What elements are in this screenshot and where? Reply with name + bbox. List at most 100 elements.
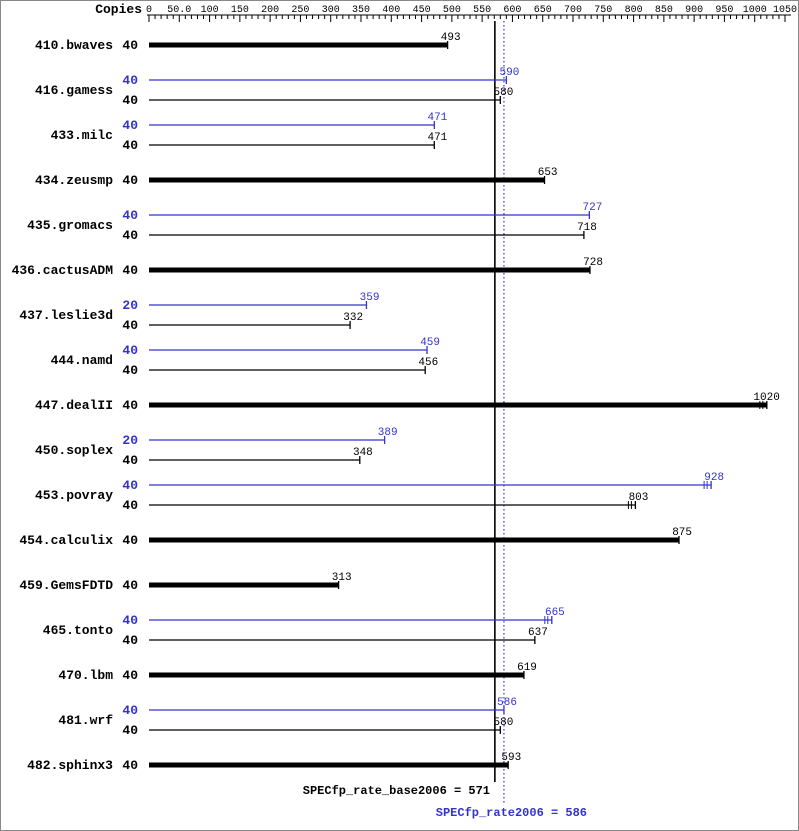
benchmark-label: 436.cactusADM (12, 263, 114, 278)
copies-value: 40 (122, 263, 138, 278)
axis-tick-label: 300 (322, 5, 340, 16)
bar-444.namd-peak: 40 459 (122, 337, 440, 358)
row-465.tonto: 465.tonto 40 665 40 637 (43, 607, 565, 648)
axis-tick-label: 500 (443, 5, 461, 16)
bar-value-label: 580 (494, 717, 514, 729)
bar-value-label: 928 (704, 472, 724, 484)
copies-value: 40 (122, 73, 138, 88)
copies-value: 20 (122, 298, 138, 313)
peak-rate-summary: SPECfp_rate2006 = 586 (435, 806, 587, 820)
axis-tick-label: 450 (413, 5, 431, 16)
benchmark-label: 435.gromacs (27, 218, 113, 233)
bar-481.wrf-peak: 40 586 (122, 697, 517, 718)
benchmark-label: 481.wrf (58, 713, 113, 728)
axis-tick-label: 200 (261, 5, 279, 16)
axis-tick-label: 750 (594, 5, 612, 16)
bar-453.povray-base: 40 803 (122, 492, 648, 513)
bar-value-label: 875 (672, 527, 692, 539)
copies-value: 40 (122, 208, 138, 223)
bar-value-label: 586 (497, 697, 517, 709)
copies-value: 40 (122, 38, 138, 53)
bar-459.GemsFDTD-base: 40 313 (122, 572, 351, 593)
copies-value: 40 (122, 633, 138, 648)
bar-433.milc-peak: 40 471 (122, 112, 447, 133)
bar-435.gromacs-peak: 40 727 (122, 202, 602, 223)
bar-481.wrf-base: 40 580 (122, 717, 513, 738)
benchmark-label: 470.lbm (58, 668, 113, 683)
copies-value: 40 (122, 363, 138, 378)
copies-value: 40 (122, 478, 138, 493)
copies-value: 40 (122, 118, 138, 133)
row-436.cactusADM: 436.cactusADM 40 728 (12, 257, 603, 278)
axis-tick-label: 550 (473, 5, 491, 16)
row-453.povray: 453.povray 40 928 40 803 (35, 472, 724, 513)
row-470.lbm: 470.lbm 40 619 (58, 662, 537, 683)
row-481.wrf: 481.wrf 40 586 40 580 (58, 697, 517, 738)
benchmark-label: 453.povray (35, 488, 113, 503)
axis-tick-label: 250 (291, 5, 309, 16)
bar-value-label: 590 (500, 67, 520, 79)
axis-tick-label: 0 (146, 5, 152, 16)
bar-436.cactusADM-base: 40 728 (122, 257, 603, 278)
copies-value: 40 (122, 533, 138, 548)
copies-value: 40 (122, 138, 138, 153)
bar-465.tonto-peak: 40 665 (122, 607, 564, 628)
bar-value-label: 332 (343, 312, 363, 324)
bar-434.zeusmp-base: 40 653 (122, 167, 557, 188)
row-410.bwaves: 410.bwaves 40 493 (35, 32, 461, 53)
axis-tick-label: 600 (503, 5, 521, 16)
axis-tick-label: 1000 (743, 5, 767, 16)
copies-value: 40 (122, 173, 138, 188)
bar-465.tonto-base: 40 637 (122, 627, 547, 648)
bar-416.gamess-base: 40 580 (122, 87, 513, 108)
row-433.milc: 433.milc 40 471 40 471 (51, 112, 448, 153)
bar-value-label: 313 (332, 572, 352, 584)
bar-value-label: 727 (583, 202, 603, 214)
bar-value-label: 718 (577, 222, 597, 234)
benchmark-label: 410.bwaves (35, 38, 113, 53)
axis-tick-label: 950 (715, 5, 733, 16)
axis-tick-label: 700 (564, 5, 582, 16)
row-482.sphinx3: 482.sphinx3 40 593 (27, 752, 521, 773)
axis-tick-label: 350 (352, 5, 370, 16)
copies-value: 40 (122, 758, 138, 773)
bar-444.namd-base: 40 456 (122, 357, 438, 378)
copies-value: 40 (122, 93, 138, 108)
axis-tick-label: 400 (382, 5, 400, 16)
copies-value: 40 (122, 498, 138, 513)
bar-453.povray-peak: 40 928 (122, 472, 724, 493)
bar-value-label: 593 (501, 752, 521, 764)
bar-416.gamess-peak: 40 590 (122, 67, 519, 88)
copies-value: 20 (122, 433, 138, 448)
axis-tick-label: 900 (685, 5, 703, 16)
copies-value: 40 (122, 398, 138, 413)
axis-tick-label: 100 (201, 5, 219, 16)
benchmark-label: 459.GemsFDTD (19, 578, 113, 593)
benchmark-label: 482.sphinx3 (27, 758, 113, 773)
bar-435.gromacs-base: 40 718 (122, 222, 597, 243)
benchmark-label: 434.zeusmp (35, 173, 113, 188)
bar-value-label: 359 (360, 292, 380, 304)
bar-450.soplex-base: 40 348 (122, 447, 372, 468)
axis-tick-label: 1050 (773, 5, 797, 16)
bar-437.leslie3d-base: 40 332 (122, 312, 363, 333)
bar-value-label: 665 (545, 607, 565, 619)
row-454.calculix: 454.calculix 40 875 (19, 527, 692, 548)
base-rate-summary: SPECfp_rate_base2006 = 571 (302, 784, 490, 798)
bar-value-label: 653 (538, 167, 558, 179)
row-447.dealII: 447.dealII 40 1020 (35, 392, 780, 413)
copies-value: 40 (122, 318, 138, 333)
bar-value-label: 637 (528, 627, 548, 639)
bar-value-label: 456 (418, 357, 438, 369)
bar-value-label: 1020 (753, 392, 779, 404)
benchmark-label: 450.soplex (35, 443, 113, 458)
bar-value-label: 728 (583, 257, 603, 269)
bar-482.sphinx3-base: 40 593 (122, 752, 521, 773)
axis-tick-label: 50.0 (167, 5, 191, 16)
axis-tick-label: 150 (231, 5, 249, 16)
benchmark-label: 416.gamess (35, 83, 113, 98)
axis-tick-label: 850 (655, 5, 673, 16)
copies-value: 40 (122, 723, 138, 738)
bar-437.leslie3d-peak: 20 359 (122, 292, 379, 313)
